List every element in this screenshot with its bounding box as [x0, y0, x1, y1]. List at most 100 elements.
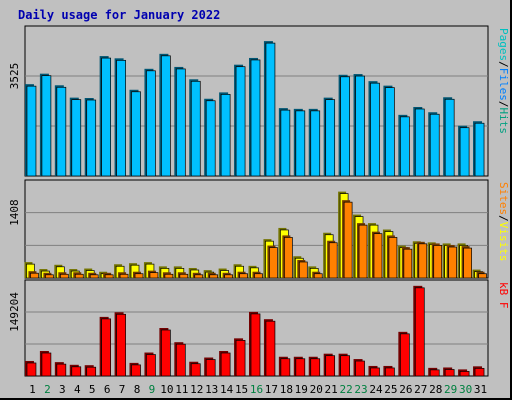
x-tick-label: 10	[160, 383, 173, 396]
bar-hits-day-28	[429, 113, 440, 177]
bar-kb-f-day-4	[71, 366, 82, 377]
bar-sites-day-22	[343, 201, 353, 279]
bar-kb-f-day-10	[161, 329, 171, 377]
bar-sites-day-8	[134, 273, 144, 279]
bar-kb-f-day-6	[101, 318, 111, 377]
bar-hits-day-17	[265, 42, 276, 177]
legend-item: Hits	[497, 108, 510, 135]
bar-hits-day-8	[131, 91, 141, 177]
bar-kb-f-day-28	[429, 369, 440, 377]
bar-hits-day-6	[101, 57, 111, 177]
bar-sites-day-26	[403, 248, 413, 279]
bar-kb-f-day-16	[250, 313, 261, 377]
bar-kb-f-day-20	[310, 358, 321, 377]
bar-hits-day-24	[370, 82, 380, 177]
bar-kb-f-day-11	[175, 343, 186, 377]
bar-sites-day-3	[59, 273, 69, 279]
x-tick-label: 14	[220, 383, 234, 396]
bar-hits-day-26	[400, 116, 410, 177]
bar-kb-f-day-29	[444, 369, 455, 377]
bar-hits-day-9	[146, 70, 156, 177]
bar-sites-day-12	[194, 274, 204, 279]
bar-hits-day-31	[474, 122, 485, 177]
bar-hits-day-16	[250, 59, 261, 177]
x-tick-label: 22	[339, 383, 352, 396]
x-tick-label: 31	[474, 383, 487, 396]
bar-kb-f-day-2	[41, 352, 52, 377]
bar-kb-f-day-1	[26, 362, 37, 377]
bar-hits-day-30	[459, 127, 470, 177]
bar-kb-f-day-18	[280, 358, 291, 377]
bar-hits-day-14	[220, 94, 231, 177]
bar-sites-day-31	[478, 273, 487, 279]
bar-sites-day-5	[89, 274, 99, 279]
bar-hits-day-20	[310, 110, 321, 177]
bar-sites-day-21	[328, 242, 338, 279]
legend-item: Sites	[497, 182, 510, 215]
bar-sites-day-11	[179, 273, 189, 279]
bar-hits-day-3	[56, 86, 67, 177]
bar-hits-day-25	[385, 87, 395, 177]
bar-hits-day-5	[86, 99, 97, 177]
x-tick-label: 20	[310, 383, 323, 396]
x-tick-label: 3	[59, 383, 66, 396]
bar-hits-day-21	[325, 99, 336, 177]
bar-sites-day-2	[45, 274, 54, 279]
x-tick-label: 16	[250, 383, 263, 396]
bar-kb-f-day-22	[340, 355, 350, 377]
legend-visits: Sites/Visits	[497, 182, 510, 262]
bar-sites-day-29	[448, 246, 458, 279]
bar-hits-day-15	[235, 66, 246, 177]
bar-kb-f-day-24	[370, 367, 380, 377]
x-tick-label: 8	[134, 383, 141, 396]
x-tick-label: 7	[119, 383, 126, 396]
x-tick-label: 21	[325, 383, 338, 396]
bar-sites-day-19	[298, 261, 308, 279]
bar-hits-day-12	[190, 80, 201, 177]
legend-item: /	[497, 101, 510, 108]
bar-hits-day-7	[116, 59, 126, 177]
bar-kb-f-day-26	[400, 333, 410, 377]
bar-kb-f-day-8	[131, 364, 141, 377]
legend-item: Pages	[497, 28, 510, 61]
bar-hits-day-1	[26, 85, 37, 177]
y-max-label-kbytes: 149204	[8, 292, 21, 332]
x-tick-label: 27	[414, 383, 427, 396]
x-tick-label: 30	[459, 383, 472, 396]
x-tick-label: 19	[295, 383, 308, 396]
bar-sites-day-16	[254, 273, 263, 279]
bar-sites-day-7	[119, 273, 129, 279]
legend-kbytes: kB F	[497, 282, 510, 309]
x-tick-label: 24	[369, 383, 383, 396]
x-tick-label: 28	[429, 383, 442, 396]
bar-kb-f-day-27	[414, 287, 425, 377]
x-tick-label: 13	[205, 383, 218, 396]
bar-sites-day-15	[239, 273, 248, 279]
bar-kb-f-day-23	[355, 360, 365, 377]
bar-hits-day-22	[340, 76, 350, 177]
legend-item: kB F	[497, 282, 510, 309]
legend-item: Visits	[497, 222, 510, 262]
bar-hits-day-10	[161, 55, 171, 177]
bar-sites-day-10	[164, 273, 174, 279]
bar-kb-f-day-15	[235, 340, 246, 377]
bar-hits-day-29	[444, 98, 455, 177]
bar-sites-day-14	[224, 274, 233, 279]
bar-kb-f-day-3	[56, 363, 67, 377]
bar-kb-f-day-9	[146, 354, 156, 377]
x-tick-label: 9	[149, 383, 156, 396]
bar-kb-f-day-25	[385, 367, 395, 377]
x-tick-label: 4	[74, 383, 81, 396]
bar-kb-f-day-13	[205, 359, 216, 377]
bar-kb-f-day-12	[190, 363, 201, 377]
x-tick-label: 12	[190, 383, 203, 396]
bar-sites-day-9	[149, 272, 159, 279]
bar-kb-f-day-17	[265, 320, 276, 377]
y-max-label-hits: 3525	[8, 63, 21, 90]
bar-hits-day-19	[295, 110, 306, 177]
bar-sites-day-17	[269, 247, 278, 279]
bar-sites-day-4	[74, 273, 84, 279]
legend-item: /	[497, 215, 510, 222]
bar-sites-day-6	[104, 274, 114, 279]
